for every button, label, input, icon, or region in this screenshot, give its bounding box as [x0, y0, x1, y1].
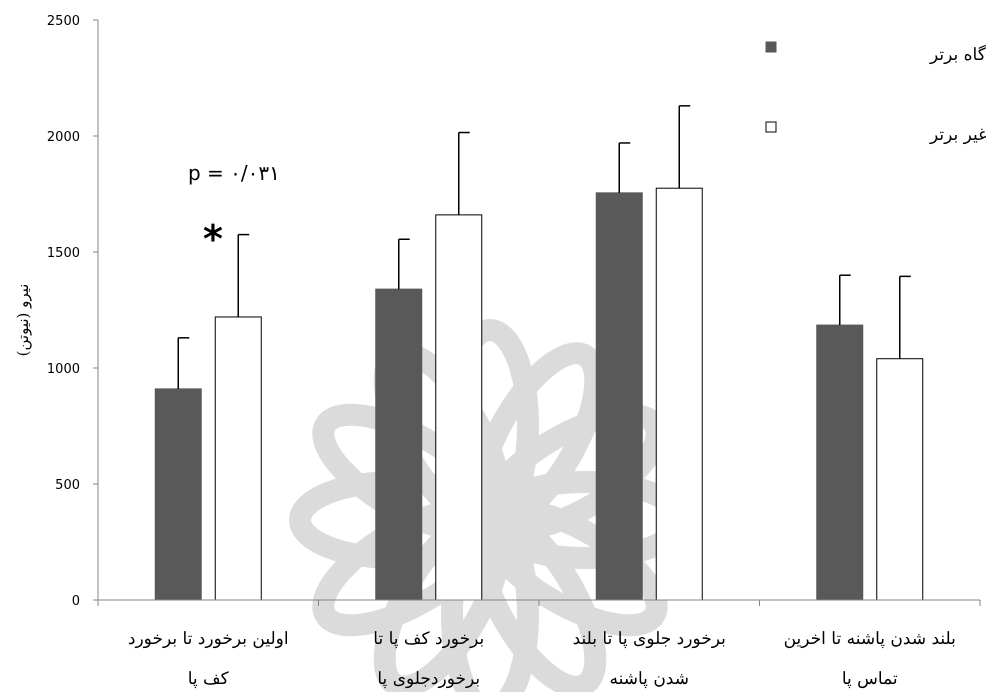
category-label-line1: برخورد جلوی پا تا بلند [573, 629, 726, 649]
bar-dominant [375, 288, 423, 601]
bar-nondominant [876, 358, 924, 601]
y-tick-labels: 0 500 1000 1500 2000 2500 [47, 14, 98, 609]
y-tick-label: 0 [72, 594, 80, 609]
y-tick-label: 1000 [47, 362, 80, 377]
watermark-petal [468, 342, 607, 534]
legend-swatch-nondominant [765, 121, 777, 133]
bar-dominant [816, 324, 864, 601]
y-tick-label: 500 [55, 478, 80, 493]
watermark-petal [468, 506, 607, 692]
x-category-labels: اولین برخورد تا برخورد کف پا برخورد کف پا … [97, 600, 981, 689]
bar-dominant [154, 388, 202, 601]
significance-star: * [203, 217, 223, 261]
watermark-logo [289, 319, 691, 692]
bar-nondominant [435, 214, 483, 601]
watermark-petal [476, 403, 668, 542]
y-tick-label: 2000 [47, 130, 80, 145]
category-label-line2: کف پا [188, 669, 230, 689]
bar-nondominant [214, 316, 262, 601]
category-label-line1: برخورد کف پا تا [373, 629, 484, 649]
p-value-annotation: p = ۰/۰۳۱ [188, 161, 280, 185]
category-label-line2: تماس پا [842, 669, 898, 689]
bar-dominant [595, 192, 643, 601]
category-label-line1: بلند شدن پاشنه تا اخرین [784, 629, 956, 649]
legend-label-dominant: پای تکیه گاه برتر [929, 44, 986, 65]
category-label-line1: اولین برخورد تا برخورد [128, 629, 289, 649]
y-tick-label: 1500 [47, 246, 80, 261]
bars-group [154, 105, 924, 601]
bar-nondominant [655, 187, 703, 601]
legend-swatch-dominant [765, 41, 777, 53]
category-label-line2: شدن پاشنه [610, 669, 689, 689]
y-tick-label: 2500 [47, 14, 80, 29]
y-axis-label: نیرو (نیوتن) [14, 284, 32, 357]
legend-label-nondominant: پای تکیه گاه غیر برتر [929, 124, 986, 145]
legend: پای تکیه گاه برتر پای تکیه گاه غیر برتر [765, 41, 986, 145]
category-label-line2: برخوردجلوی پا [377, 669, 480, 689]
watermark-petal [441, 509, 539, 692]
